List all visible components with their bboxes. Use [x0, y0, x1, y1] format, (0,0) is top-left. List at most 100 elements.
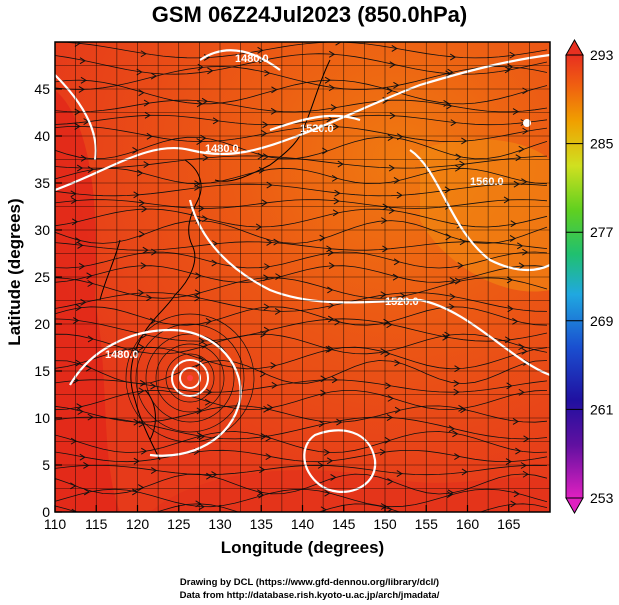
colorbar-tick-label: 269: [590, 313, 614, 329]
stream-arrow: [448, 425, 455, 433]
streamline: [55, 99, 548, 113]
stream-arrow: [328, 262, 336, 270]
stream-arrow: [264, 69, 271, 77]
stream-arrow: [150, 72, 158, 80]
x-axis-label: Longitude (degrees): [220, 538, 385, 557]
streamline: [55, 241, 548, 251]
stream-arrow: [140, 447, 148, 455]
stream-arrow: [143, 161, 150, 168]
streamline: [55, 292, 548, 312]
credit-data: Data from http://database.rish.kyoto-u.a…: [179, 590, 440, 601]
stream-arrow: [509, 51, 516, 59]
y-tick-label: 25: [34, 269, 50, 285]
streamline: [55, 464, 548, 476]
stream-arrow: [261, 130, 268, 137]
x-tick-label: 110: [44, 516, 67, 532]
stream-arrow: [512, 108, 519, 115]
stream-arrow: [83, 462, 90, 469]
x-axis-ticks: 110 115 120 125 130 135 140 145 150 155 160 165: [44, 505, 521, 532]
stream-arrow: [452, 430, 459, 438]
stream-arrow: [211, 259, 218, 267]
stream-arrow: [74, 42, 81, 47]
x-tick-label: 120: [126, 516, 150, 532]
stream-arrow: [73, 317, 80, 324]
stream-arrow: [522, 127, 529, 135]
stream-arrow: [257, 46, 264, 54]
streamline: [55, 66, 548, 90]
stream-arrow: [454, 277, 462, 285]
stream-arrow: [327, 249, 334, 257]
grid-lines: [54, 41, 551, 513]
stream-arrow: [138, 387, 145, 395]
stream-arrow: [201, 97, 209, 105]
colorbar-body: [565, 54, 584, 499]
stream-arrow: [387, 478, 394, 485]
streamline-swirl: [165, 353, 215, 403]
streamline: [55, 449, 548, 463]
stream-arrow: [443, 99, 450, 107]
y-tick-label: 0: [42, 504, 50, 520]
stream-arrow: [141, 205, 148, 213]
colorbar-tick-label: 277: [590, 224, 614, 240]
stream-arrow: [198, 356, 205, 364]
streamline: [55, 53, 548, 75]
stream-arrow: [138, 230, 146, 238]
stream-arrow: [80, 154, 88, 162]
stream-arrow: [133, 418, 140, 426]
stream-arrow: [394, 406, 402, 414]
y-tick-label: 40: [34, 128, 50, 144]
stream-arrow: [388, 164, 396, 172]
stream-arrow: [454, 453, 461, 460]
stream-arrow: [75, 304, 83, 312]
streamline: [55, 346, 548, 370]
streamline-swirl: [145, 333, 235, 423]
stream-arrow: [331, 376, 339, 384]
stream-arrow: [320, 389, 327, 397]
stream-arrow: [461, 137, 468, 145]
stream-arrow: [204, 398, 212, 406]
stream-arrow: [149, 317, 157, 325]
stream-arrow: [453, 379, 460, 387]
map-title: GSM 06Z24Jul2023 (850.0hPa): [151, 2, 468, 27]
stream-arrow: [87, 335, 94, 343]
stream-arrow: [328, 50, 336, 58]
streamlines: [55, 42, 548, 512]
streamline: [55, 114, 548, 126]
stream-arrow: [445, 233, 452, 241]
streamline: [55, 306, 548, 326]
x-tick-label: 140: [291, 516, 315, 532]
stream-arrow: [140, 50, 147, 58]
stream-arrow: [461, 468, 468, 476]
stream-arrow: [133, 191, 140, 199]
stream-arrow: [206, 472, 213, 480]
streamline: [55, 79, 548, 105]
stream-arrow: [450, 119, 457, 127]
stream-arrow: [387, 134, 394, 142]
stream-arrow: [260, 432, 267, 440]
stream-arrow: [385, 382, 392, 390]
colorbar-tick-label: 253: [590, 490, 614, 506]
stream-arrow: [393, 177, 400, 184]
stream-arrow: [257, 489, 264, 497]
stream-arrow: [388, 207, 395, 215]
stream-arrow: [394, 359, 401, 367]
stream-arrow: [386, 321, 393, 329]
stream-arrow: [144, 111, 151, 119]
stream-arrow: [460, 406, 467, 414]
height-contour: [409, 149, 550, 272]
x-tick-label: 145: [332, 516, 356, 532]
stream-arrow: [264, 263, 271, 271]
stream-arrow: [74, 108, 81, 116]
stream-arrow: [510, 500, 517, 508]
stream-arrow: [328, 84, 335, 92]
stream-arrow: [326, 457, 334, 465]
stream-arrow: [515, 447, 522, 455]
stream-arrow: [85, 364, 93, 372]
stream-arrow: [507, 305, 514, 313]
stream-arrow: [332, 209, 340, 217]
stream-arrow: [87, 280, 94, 287]
stream-arrow: [263, 326, 271, 334]
stream-arrow: [333, 197, 340, 205]
stream-arrow: [196, 432, 204, 439]
stream-arrow: [323, 448, 331, 456]
